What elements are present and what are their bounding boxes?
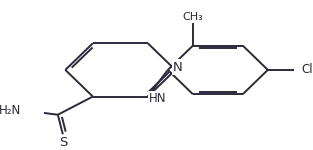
Text: H₂N: H₂N [0,104,22,117]
Text: N: N [173,61,183,74]
Text: CH₃: CH₃ [182,12,203,22]
Text: S: S [59,136,67,149]
Text: Cl: Cl [302,63,313,76]
Text: HN: HN [149,92,167,105]
